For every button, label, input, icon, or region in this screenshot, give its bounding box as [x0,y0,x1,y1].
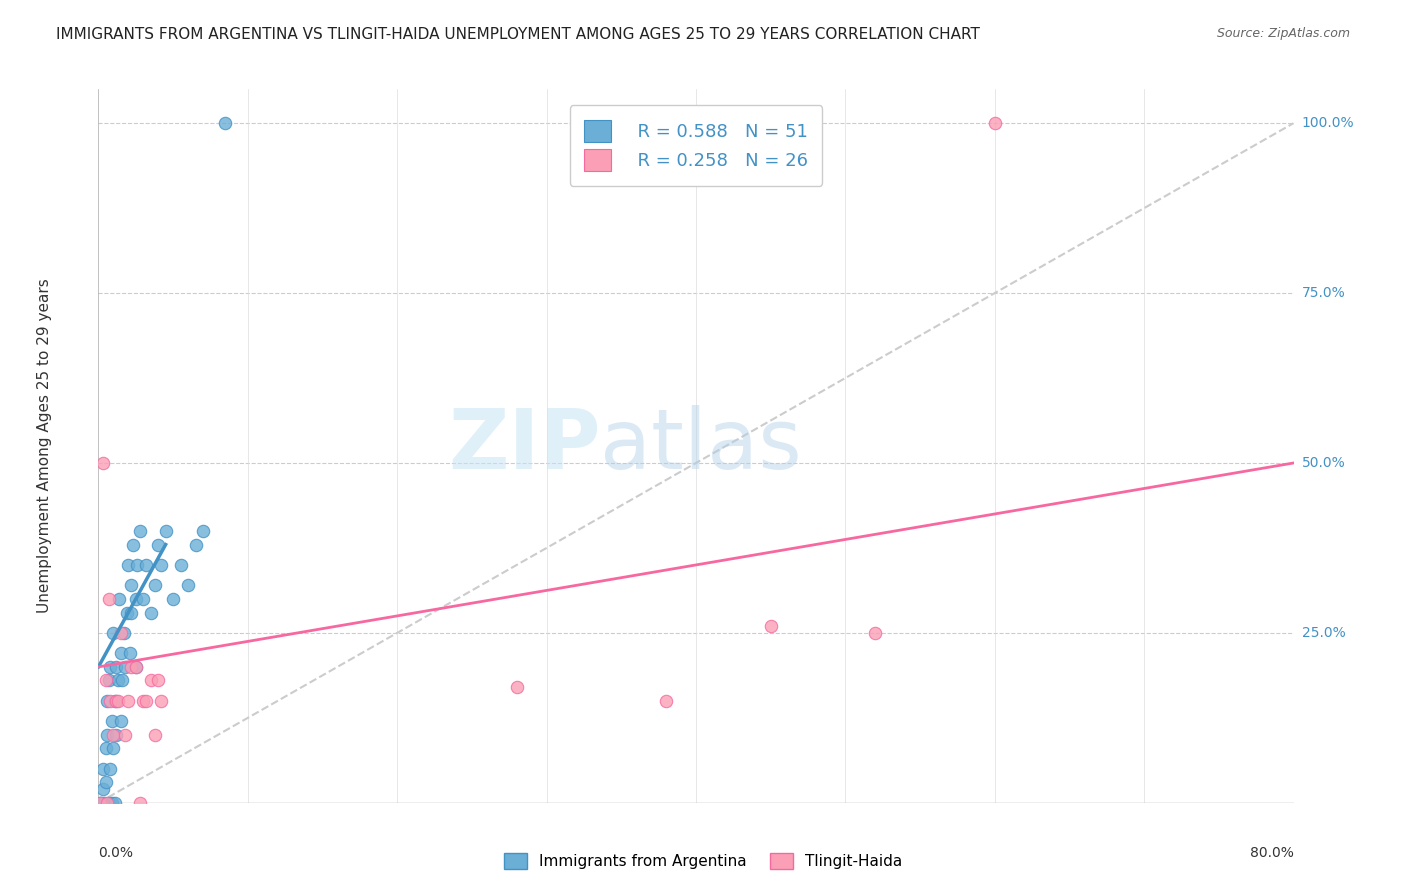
Point [135,694,157,708]
Point [115,606,138,620]
Point [96,694,118,708]
Point [132,694,155,708]
Point [94,741,117,756]
Text: Unemployment Among Ages 25 to 29 years: Unemployment Among Ages 25 to 29 years [37,278,52,614]
Point [114,728,136,742]
Point [139,673,162,688]
Point [104,694,127,708]
Point [129,796,152,810]
Legend: Immigrants from Argentina, Tlingit-Haida: Immigrants from Argentina, Tlingit-Haida [498,847,908,875]
Point [91,456,114,470]
Point [150,558,173,572]
Point [125,660,148,674]
Point [103,741,125,756]
Point [104,796,127,810]
Point [139,606,162,620]
Point [94,775,117,789]
Point [120,660,142,674]
Point [101,796,124,810]
Point [155,524,177,538]
Point [143,578,166,592]
Point [112,626,135,640]
Point [129,524,152,538]
Point [110,626,132,640]
Point [150,694,173,708]
Text: ZIP: ZIP [449,406,600,486]
Text: 0.0%: 0.0% [98,846,134,860]
Point [169,558,191,572]
Point [96,728,118,742]
Point [101,714,124,729]
Point [121,537,143,551]
Point [120,578,142,592]
Point [655,694,678,708]
Point [98,660,122,674]
Point [96,796,118,810]
Text: 80.0%: 80.0% [1250,846,1294,860]
Point [105,694,128,708]
Point [865,626,887,640]
Text: Source: ZipAtlas.com: Source: ZipAtlas.com [1216,27,1350,40]
Point [127,558,149,572]
Point [143,728,166,742]
Point [105,728,128,742]
Point [177,578,200,592]
Point [759,619,782,633]
Point [89,796,111,810]
Point [90,796,112,810]
Point [110,646,132,660]
Point [111,673,134,688]
Point [148,537,170,551]
Point [91,782,114,797]
Point [120,606,142,620]
Point [107,673,129,688]
Text: 75.0%: 75.0% [1302,286,1346,300]
Point [506,680,529,694]
Text: 100.0%: 100.0% [1302,116,1354,130]
Point [132,591,155,606]
Point [97,673,120,688]
Point [984,116,1007,130]
Point [97,591,120,606]
Point [107,694,129,708]
Point [89,796,111,810]
Point [91,762,114,776]
Text: IMMIGRANTS FROM ARGENTINA VS TLINGIT-HAIDA UNEMPLOYMENT AMONG AGES 25 TO 29 YEAR: IMMIGRANTS FROM ARGENTINA VS TLINGIT-HAI… [56,27,980,42]
Point [162,591,184,606]
Point [97,796,120,810]
Point [125,591,148,606]
Point [114,660,136,674]
Point [103,728,125,742]
Point [191,524,214,538]
Point [148,673,170,688]
Point [108,591,131,606]
Text: 25.0%: 25.0% [1302,626,1346,640]
Point [117,558,139,572]
Point [117,694,139,708]
Point [125,660,148,674]
Point [184,537,207,551]
Legend:   R = 0.588   N = 51,   R = 0.258   N = 26: R = 0.588 N = 51, R = 0.258 N = 26 [569,105,823,186]
Text: 50.0%: 50.0% [1302,456,1346,470]
Point [93,796,115,810]
Point [118,646,141,660]
Point [103,626,125,640]
Point [94,673,117,688]
Point [110,714,132,729]
Point [98,762,122,776]
Point [135,558,157,572]
Point [105,660,128,674]
Point [214,116,236,130]
Text: atlas: atlas [600,406,801,486]
Point [98,694,122,708]
